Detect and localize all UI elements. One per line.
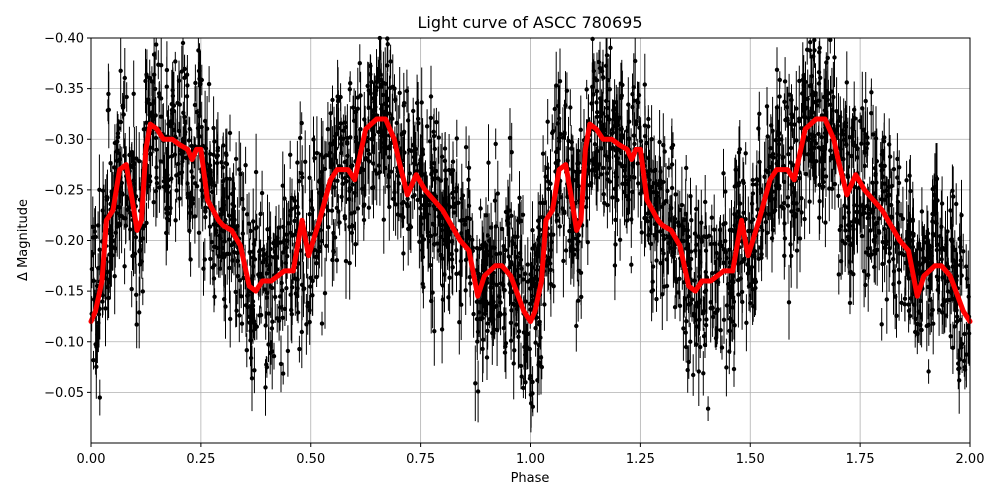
y-tick-label: −0.15 bbox=[44, 285, 84, 300]
y-tick-label: −0.20 bbox=[44, 234, 84, 249]
plot-area bbox=[88, 35, 973, 444]
x-tick-label: 1.25 bbox=[626, 452, 655, 467]
chart-title: Light curve of ASCC 780695 bbox=[417, 13, 642, 32]
x-tick-label: 2.00 bbox=[956, 452, 985, 467]
y-axis-ticks: −0.40 −0.35 −0.30 −0.25 −0.20 −0.15 −0.10 −0.05 bbox=[44, 32, 91, 401]
y-tick-label: −0.40 bbox=[44, 32, 84, 47]
x-tick-label: 1.75 bbox=[846, 452, 875, 467]
y-tick-label: −0.35 bbox=[44, 82, 84, 97]
y-tick-label: −0.10 bbox=[44, 335, 84, 350]
observation-points bbox=[89, 35, 972, 433]
y-axis-label: Δ Magnitude bbox=[16, 199, 31, 281]
x-axis-ticks: 0.00 0.25 0.50 0.75 1.00 1.25 1.50 1.75 2.00 bbox=[77, 443, 985, 467]
x-tick-label: 0.50 bbox=[296, 452, 325, 467]
y-tick-label: −0.05 bbox=[44, 386, 84, 401]
x-axis-label: Phase bbox=[511, 471, 550, 486]
x-tick-label: 0.25 bbox=[186, 452, 215, 467]
x-tick-label: 1.00 bbox=[516, 452, 545, 467]
model-curve-line bbox=[88, 116, 973, 324]
y-tick-label: −0.25 bbox=[44, 183, 84, 198]
y-tick-label: −0.30 bbox=[44, 133, 84, 148]
x-tick-label: 1.50 bbox=[736, 452, 765, 467]
x-tick-label: 0.75 bbox=[406, 452, 435, 467]
x-tick-label: 0.00 bbox=[77, 452, 106, 467]
